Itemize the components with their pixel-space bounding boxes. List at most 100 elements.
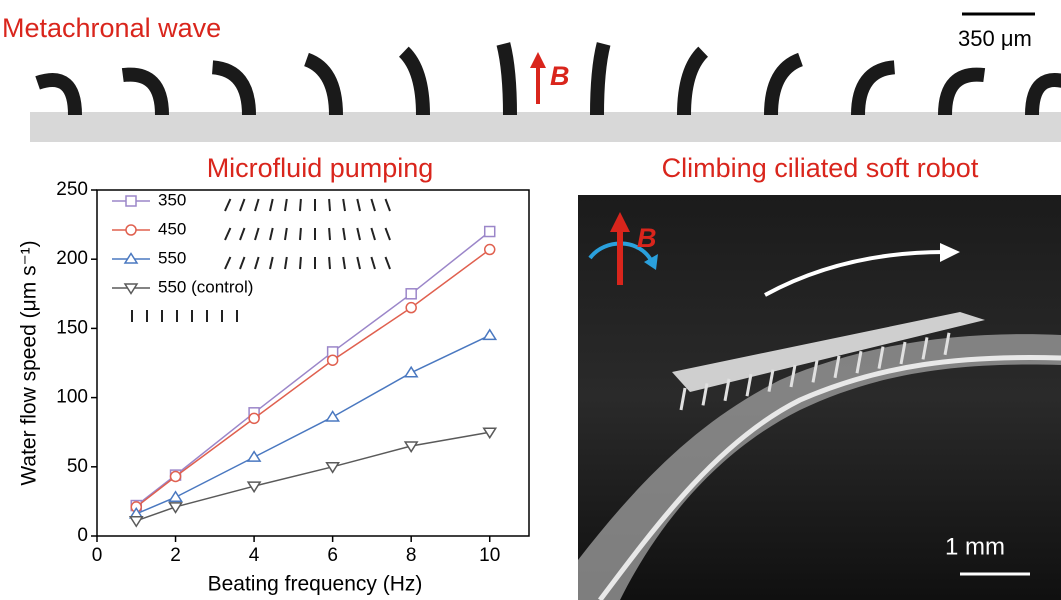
marker [246, 481, 262, 494]
robot-cilium [723, 378, 731, 402]
marker [168, 502, 183, 514]
inset-cilium [239, 227, 246, 241]
series-line [135, 334, 491, 515]
inset-cilium [384, 227, 391, 241]
marker [128, 516, 144, 528]
cilium [35, 73, 82, 116]
top-title: Metachronal wave [2, 13, 221, 43]
field-arrow-head [610, 212, 630, 232]
chart: Microfluid pumping Beating frequency (Hz… [18, 153, 530, 596]
inset-cilium [342, 256, 346, 270]
inset-cilium [356, 227, 361, 241]
inset-cilium [370, 198, 376, 212]
x-axis-label: Beating frequency (Hz) [208, 573, 423, 596]
cilium [398, 46, 430, 116]
marker [405, 301, 417, 314]
field-arrow-head [530, 52, 546, 68]
inset-cilium [299, 227, 302, 241]
inset-cilium [254, 227, 260, 241]
y-tick-label: 200 [56, 248, 88, 269]
marker [483, 243, 496, 256]
y-tick-label: 50 [67, 456, 88, 477]
cilium [211, 60, 256, 116]
marker [482, 328, 498, 341]
cilium [677, 46, 709, 116]
marker [403, 365, 419, 378]
robot-cilium [877, 346, 885, 369]
metachronal-photo [30, 42, 1061, 142]
cilium [590, 42, 611, 116]
inset-cilium [284, 227, 288, 241]
y-tick-label: 150 [56, 317, 88, 338]
inset-cilium [269, 256, 274, 270]
inset-cilium [370, 256, 376, 270]
robot-photo: B 1 mm [578, 195, 1061, 600]
top-field: B [550, 61, 570, 91]
inset-cilium [342, 198, 346, 212]
surface-highlight [598, 355, 1061, 600]
inset-cilium [239, 256, 246, 270]
marker [482, 427, 498, 440]
marker [169, 470, 182, 483]
plot-frame [96, 189, 530, 537]
x-tick-label: 8 [406, 545, 417, 566]
inset-cilium [284, 256, 288, 270]
robot-cilium [679, 387, 687, 411]
inset-cilium [356, 198, 361, 212]
inset-cilium [254, 256, 260, 270]
marker [325, 410, 340, 422]
marker [326, 354, 339, 366]
inset-cilium [269, 227, 274, 241]
y-tick-label: 100 [56, 387, 88, 408]
inset-cilium [224, 198, 232, 212]
marker [483, 225, 496, 238]
inset-cilium [254, 198, 260, 212]
marker [248, 412, 260, 425]
series-line [136, 431, 490, 522]
right-field: B [637, 223, 657, 253]
robot-cilium [789, 364, 797, 388]
robot-cilium [921, 337, 929, 360]
robot-cilium [701, 383, 709, 406]
marker [405, 288, 417, 300]
x-tick-label: 4 [249, 545, 260, 566]
top-scale: 350 μm [958, 26, 1032, 51]
x-tick-label: 2 [170, 545, 181, 566]
marker [403, 441, 419, 453]
motion-arrow [764, 250, 946, 297]
robot-cilium [855, 350, 863, 374]
cilium [851, 60, 896, 116]
marker [168, 490, 183, 502]
y-tick-label: 0 [77, 525, 88, 546]
marker [123, 252, 139, 264]
marker [246, 450, 262, 462]
marker [125, 195, 137, 207]
right-title: Climbing ciliated soft robot [662, 153, 979, 183]
inset-cilium [384, 256, 391, 270]
robot-cilium [811, 360, 819, 383]
cilium [938, 67, 986, 116]
cilium [496, 42, 517, 116]
inset-cilium [269, 198, 274, 212]
x-tick-label: 6 [327, 545, 338, 566]
robot-cilium [767, 369, 775, 392]
inset-cilium [384, 198, 391, 212]
legend-label: 550 [158, 248, 186, 267]
inset-cilium [284, 198, 288, 212]
robot-body [672, 312, 985, 392]
marker [123, 283, 139, 295]
robot-cilium [899, 341, 907, 365]
robot-cilium [833, 355, 841, 379]
robot-cilium [745, 373, 753, 397]
inset-cilium [224, 227, 232, 241]
inset-cilium [299, 198, 302, 212]
y-axis-label: Water flow speed (μm s⁻¹) [18, 240, 41, 485]
x-tick-label: 10 [479, 545, 500, 566]
substrate [30, 112, 1061, 142]
cilium [764, 52, 804, 116]
inset-cilium [342, 227, 346, 241]
cilium [121, 67, 169, 116]
robot-cilium [943, 332, 951, 356]
inset-cilium [328, 256, 331, 270]
